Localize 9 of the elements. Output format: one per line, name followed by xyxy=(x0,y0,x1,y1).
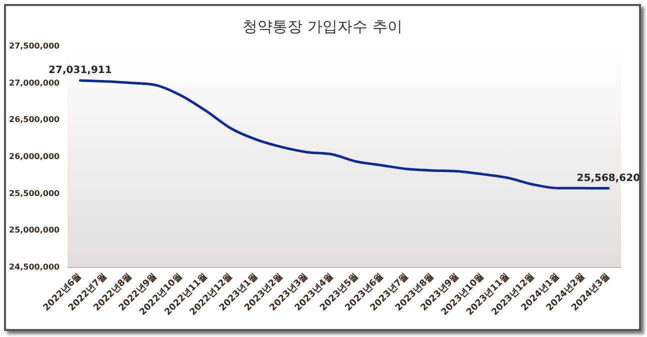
y-tick-label: 27,000,000 xyxy=(9,78,60,88)
chart-title: 청약통장 가입자수 추이 xyxy=(242,18,402,36)
y-tick-label: 25,500,000 xyxy=(9,188,60,198)
y-tick-label: 24,500,000 xyxy=(9,262,60,272)
y-tick-label: 26,000,000 xyxy=(9,152,60,161)
y-tick-label: 25,000,000 xyxy=(9,226,60,235)
data-label: 27,031,911 xyxy=(48,64,112,76)
y-tick-label: 27,500,000 xyxy=(9,42,60,50)
y-tick-label: 26,500,000 xyxy=(9,115,60,124)
